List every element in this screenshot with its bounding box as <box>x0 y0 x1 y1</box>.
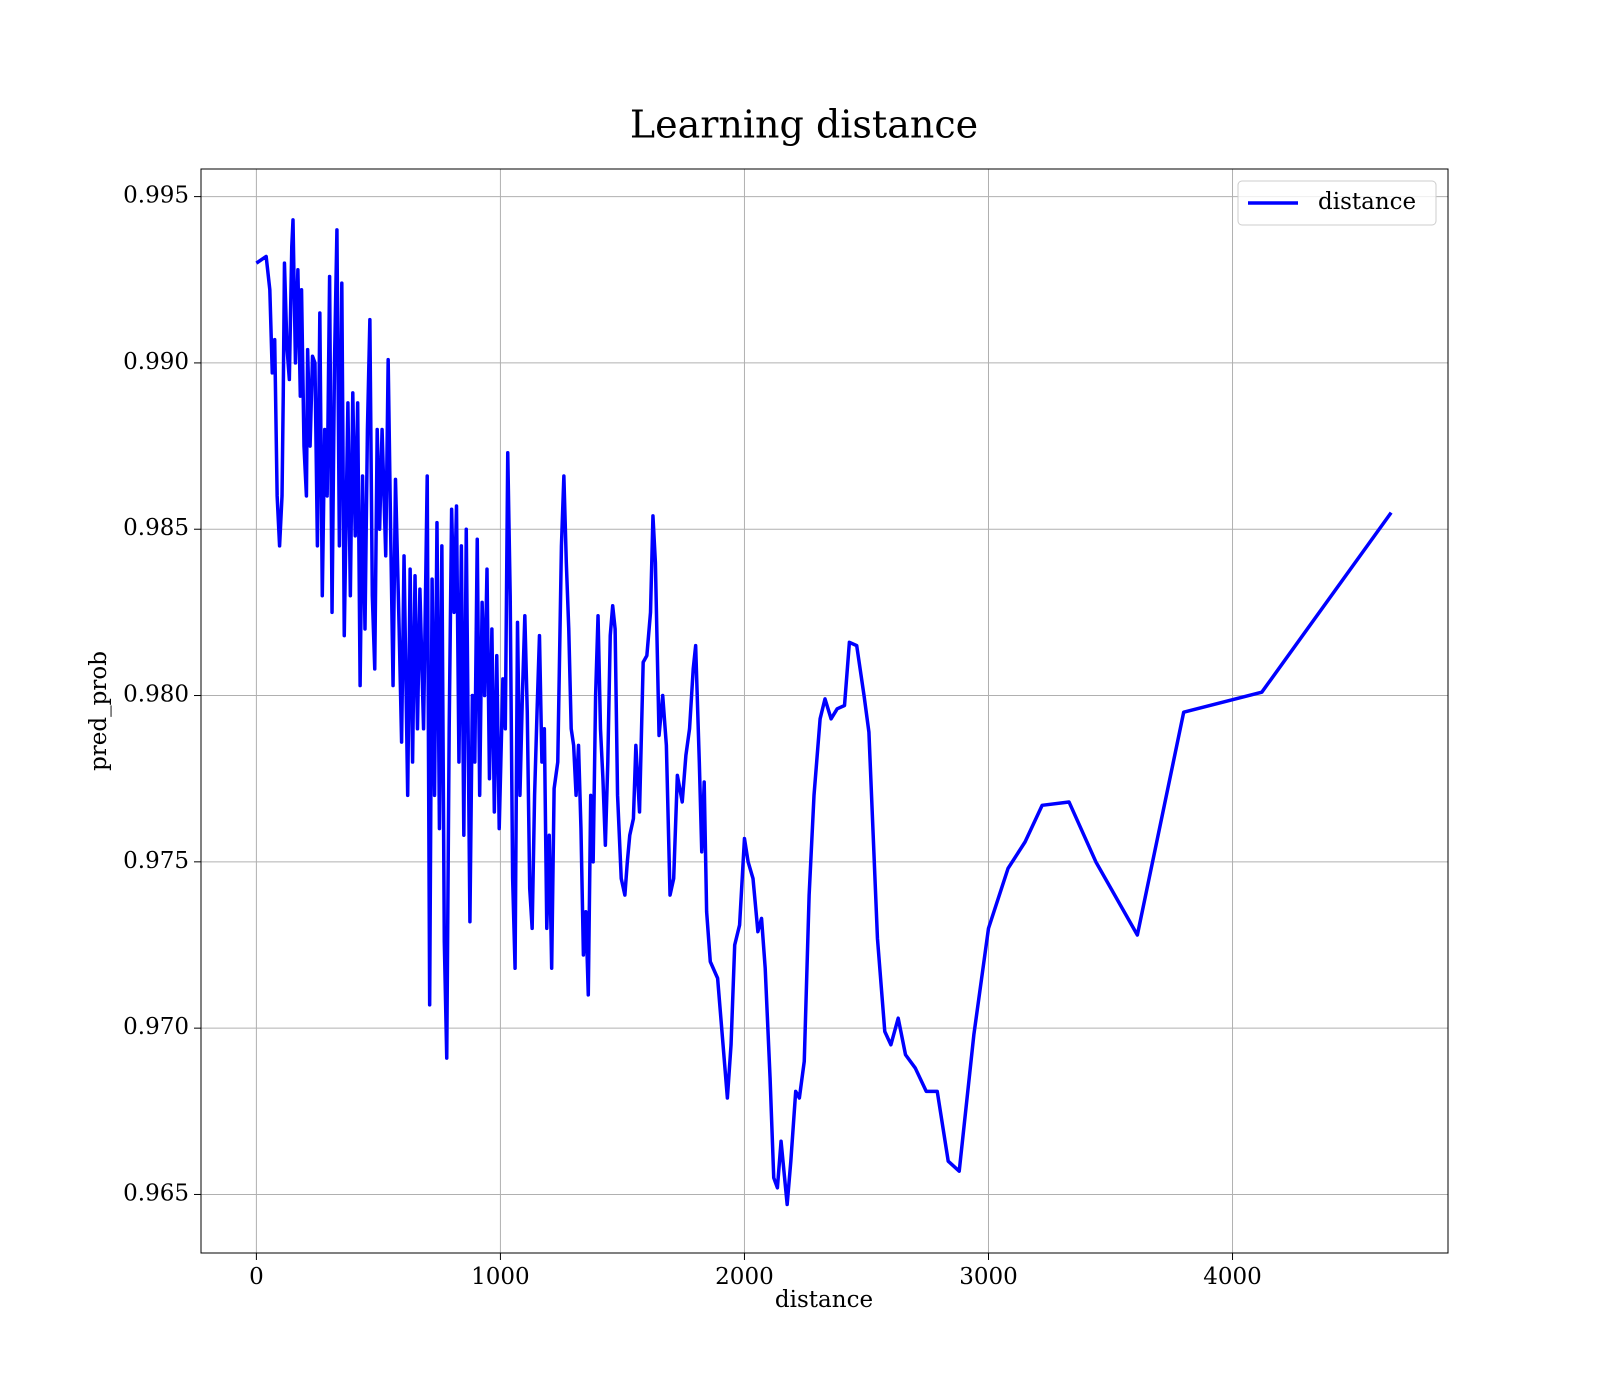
x-tick-label: 1000 <box>471 1264 530 1290</box>
y-tick-label: 0.975 <box>123 848 189 874</box>
y-tick-label: 0.965 <box>123 1180 189 1206</box>
legend-box <box>1237 180 1437 226</box>
x-tick-label: 0 <box>249 1264 264 1290</box>
x-tick-label: 3000 <box>959 1264 1018 1290</box>
x-axis-label: distance <box>775 1287 873 1313</box>
x-tick-label: 2000 <box>715 1264 774 1290</box>
y-tick-label: 0.980 <box>123 682 189 708</box>
y-tick-label: 0.970 <box>123 1014 189 1040</box>
y-tick-label: 0.995 <box>123 183 189 209</box>
legend-label: distance <box>1318 189 1416 215</box>
y-tick-label: 0.990 <box>123 349 189 375</box>
y-axis-label: pred_prob <box>86 651 112 771</box>
data-line <box>255 218 1393 1207</box>
x-tick-label: 4000 <box>1203 1264 1262 1290</box>
y-tick-label: 0.985 <box>123 515 189 541</box>
chart-title: Learning distance <box>630 103 978 147</box>
plot-frame <box>200 168 1449 1254</box>
